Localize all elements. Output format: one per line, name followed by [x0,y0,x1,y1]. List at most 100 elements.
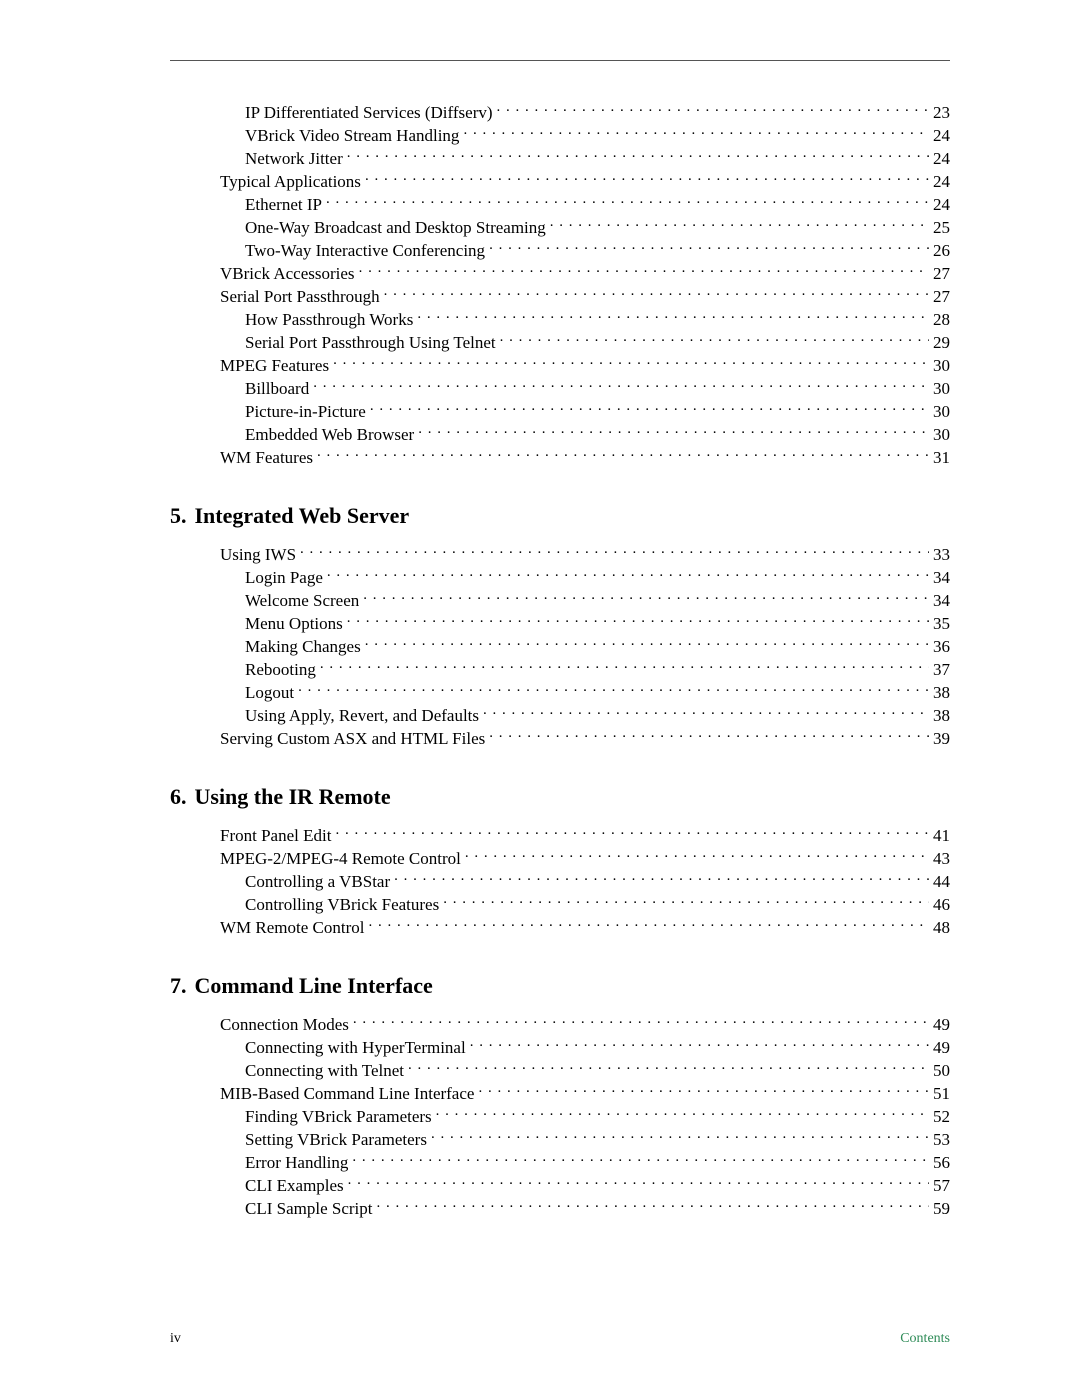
toc-entry-label: MPEG Features [220,355,329,377]
toc-entry[interactable]: Finding VBrick Parameters52 [170,1105,950,1128]
toc-entry[interactable]: How Passthrough Works 28 [170,308,950,331]
toc-entry-label: MPEG-2/MPEG-4 Remote Control [220,848,461,870]
toc-entry[interactable]: Picture-in-Picture30 [170,400,950,423]
toc-leader-dots [436,1105,929,1122]
toc-entry[interactable]: One-Way Broadcast and Desktop Streaming2… [170,216,950,239]
section-title: Using the IR Remote [195,784,391,810]
toc-entry[interactable]: WM Features31 [170,446,950,469]
toc-entry[interactable]: Serial Port Passthrough Using Telnet29 [170,331,950,354]
toc-leader-dots [370,400,929,417]
toc-entry[interactable]: Controlling a VBStar44 [170,870,950,893]
toc-entry-page: 30 [933,355,950,377]
toc-entry[interactable]: Embedded Web Browser30 [170,423,950,446]
toc-leader-dots [359,262,929,279]
toc-entry[interactable]: Connecting with Telnet50 [170,1059,950,1082]
toc-entry[interactable]: Setting VBrick Parameters53 [170,1128,950,1151]
toc-entry-label: Setting VBrick Parameters [245,1129,427,1151]
toc-entry[interactable]: IP Differentiated Services (Diffserv)23 [170,101,950,124]
toc-entry-page: 43 [933,848,950,870]
toc-entry-page: 31 [933,447,950,469]
toc-entry[interactable]: Using IWS 33 [170,543,950,566]
toc-entry[interactable]: Using Apply, Revert, and Defaults 38 [170,704,950,727]
toc-entry-label: How Passthrough Works [245,309,413,331]
toc-entry-label: One-Way Broadcast and Desktop Streaming [245,217,546,239]
toc-entry[interactable]: Serving Custom ASX and HTML Files39 [170,727,950,750]
toc-entry-label: IP Differentiated Services (Diffserv) [245,102,493,124]
toc-entry[interactable]: MPEG-2/MPEG-4 Remote Control 43 [170,847,950,870]
top-rule [170,60,950,61]
toc-leader-dots [317,446,929,463]
toc-entry[interactable]: CLI Examples 57 [170,1174,950,1197]
toc-entry-label: Rebooting [245,659,316,681]
toc-entry-label: Billboard [245,378,309,400]
toc-top-block: IP Differentiated Services (Diffserv)23V… [170,101,950,469]
toc-leader-dots [384,285,929,302]
toc-entry-label: Two-Way Interactive Conferencing [245,240,485,262]
toc-leader-dots [408,1059,929,1076]
toc-entry[interactable]: Typical Applications24 [170,170,950,193]
toc-leader-dots [320,658,929,675]
toc-entry[interactable]: Ethernet IP24 [170,193,950,216]
toc-entry[interactable]: Rebooting37 [170,658,950,681]
toc-entry[interactable]: CLI Sample Script59 [170,1197,950,1220]
toc-leader-dots [347,147,929,164]
toc-entry-label: Connecting with Telnet [245,1060,404,1082]
toc-entry-label: Login Page [245,567,323,589]
toc-entry[interactable]: Login Page 34 [170,566,950,589]
toc-entry[interactable]: Connecting with HyperTerminal49 [170,1036,950,1059]
toc-entry[interactable]: Connection Modes49 [170,1013,950,1036]
toc-entry[interactable]: Welcome Screen34 [170,589,950,612]
toc-entry[interactable]: MPEG Features 30 [170,354,950,377]
toc-entry-page: 57 [933,1175,950,1197]
toc-leader-dots [489,239,929,256]
toc-entry[interactable]: Front Panel Edit 41 [170,824,950,847]
toc-entry[interactable]: Two-Way Interactive Conferencing 26 [170,239,950,262]
toc-entry[interactable]: Network Jitter24 [170,147,950,170]
toc-leader-dots [483,704,929,721]
toc-entry-page: 33 [933,544,950,566]
toc-entry-page: 30 [933,424,950,446]
toc-entry-label: MIB-Based Command Line Interface [220,1083,474,1105]
toc-section-block: Front Panel Edit41MPEG-2/MPEG-4 Remote C… [170,824,950,939]
toc-entry-label: CLI Examples [245,1175,344,1197]
toc-entry[interactable]: VBrick Video Stream Handling24 [170,124,950,147]
toc-entry-page: 34 [933,590,950,612]
section-heading: 6.Using the IR Remote [170,784,950,810]
page: IP Differentiated Services (Diffserv)23V… [0,0,1080,1397]
toc-entry[interactable]: Controlling VBrick Features46 [170,893,950,916]
toc-entry-page: 26 [933,240,950,262]
toc-entry-label: Serving Custom ASX and HTML Files [220,728,485,750]
toc-entry[interactable]: Serial Port Passthrough27 [170,285,950,308]
toc-entry-page: 24 [933,125,950,147]
toc-entry-page: 28 [933,309,950,331]
toc-entry-label: Front Panel Edit [220,825,331,847]
toc-entry-label: Ethernet IP [245,194,322,216]
toc-entry[interactable]: VBrick Accessories27 [170,262,950,285]
toc-leader-dots [326,193,929,210]
toc-leader-dots [348,1174,929,1191]
toc-entry-label: Error Handling [245,1152,348,1174]
toc-entry-page: 27 [933,286,950,308]
toc-entry-page: 41 [933,825,950,847]
toc-entry-page: 48 [933,917,950,939]
toc-entry-label: Using IWS [220,544,296,566]
toc-entry[interactable]: Billboard 30 [170,377,950,400]
toc-leader-dots [478,1082,929,1099]
toc-entry-page: 24 [933,171,950,193]
toc-entry-page: 38 [933,705,950,727]
toc-entry[interactable]: MIB-Based Command Line Interface51 [170,1082,950,1105]
toc-entry[interactable]: Logout38 [170,681,950,704]
toc-section-block: Using IWS33Login Page34Welcome Screen34M… [170,543,950,750]
toc-entry-label: Using Apply, Revert, and Defaults [245,705,479,727]
toc-entry-page: 24 [933,148,950,170]
toc-entry-page: 34 [933,567,950,589]
toc-entry[interactable]: WM Remote Control48 [170,916,950,939]
toc-leader-dots [333,354,929,371]
toc-entry-page: 30 [933,378,950,400]
toc-entry[interactable]: Menu Options35 [170,612,950,635]
toc-entry[interactable]: Making Changes36 [170,635,950,658]
toc-leader-dots [431,1128,929,1145]
footer-page-number: iv [170,1331,181,1347]
toc-entry[interactable]: Error Handling56 [170,1151,950,1174]
section-number: 5. [170,503,187,529]
